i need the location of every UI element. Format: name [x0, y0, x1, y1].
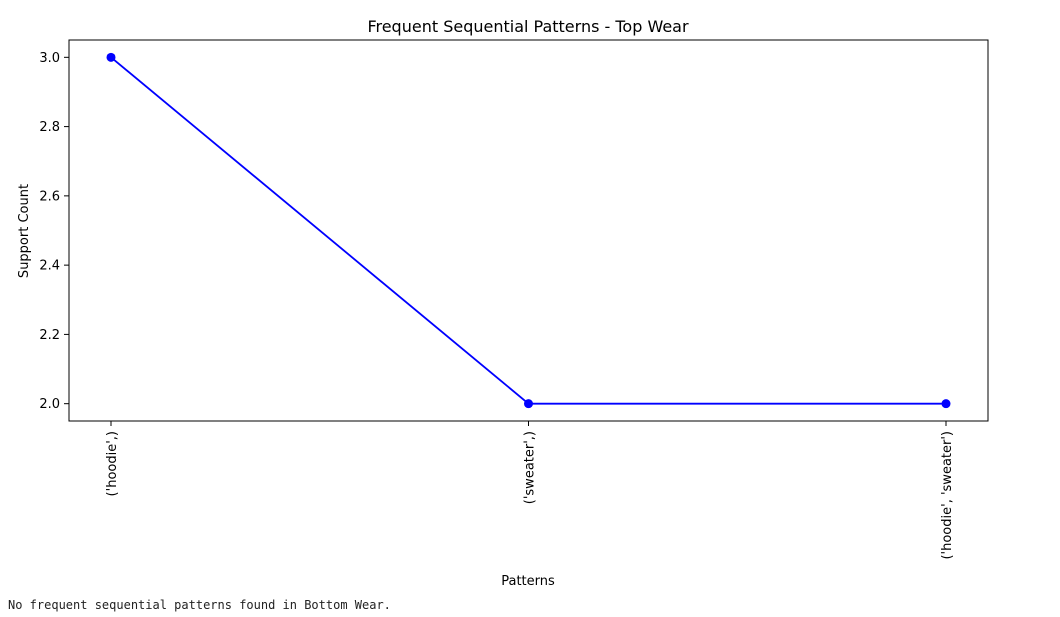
y-tick-label: 2.2	[39, 328, 60, 343]
y-tick-label: 3.0	[39, 51, 60, 66]
data-point	[524, 399, 533, 409]
y-axis-label: Support Count	[17, 184, 32, 278]
y-axis: 2.0 2.2 2.4 2.6 2.8 3.0	[39, 51, 69, 412]
output-message: No frequent sequential patterns found in…	[8, 598, 391, 612]
data-point	[106, 52, 116, 62]
series-line	[110, 56, 946, 405]
y-tick-label: 2.4	[39, 259, 60, 274]
plot-area	[68, 39, 989, 422]
y-tick-label: 2.6	[39, 189, 60, 204]
y-tick-label: 2.0	[39, 397, 60, 412]
data-point	[941, 399, 951, 409]
x-tick-label: ('sweater',)	[523, 431, 538, 504]
line-chart: Frequent Sequential Patterns - Top Wear …	[17, 17, 989, 589]
y-tick-label: 2.8	[39, 120, 60, 135]
x-axis: ('hoodie',) ('sweater',) ('hoodie', 'sweat…	[105, 421, 955, 560]
x-tick-label: ('hoodie', 'sweater')	[940, 431, 955, 560]
x-tick-label: ('hoodie',)	[105, 431, 120, 496]
series-layer	[106, 52, 951, 409]
chart-title: Frequent Sequential Patterns - Top Wear	[367, 17, 689, 36]
x-axis-label: Patterns	[501, 574, 555, 589]
